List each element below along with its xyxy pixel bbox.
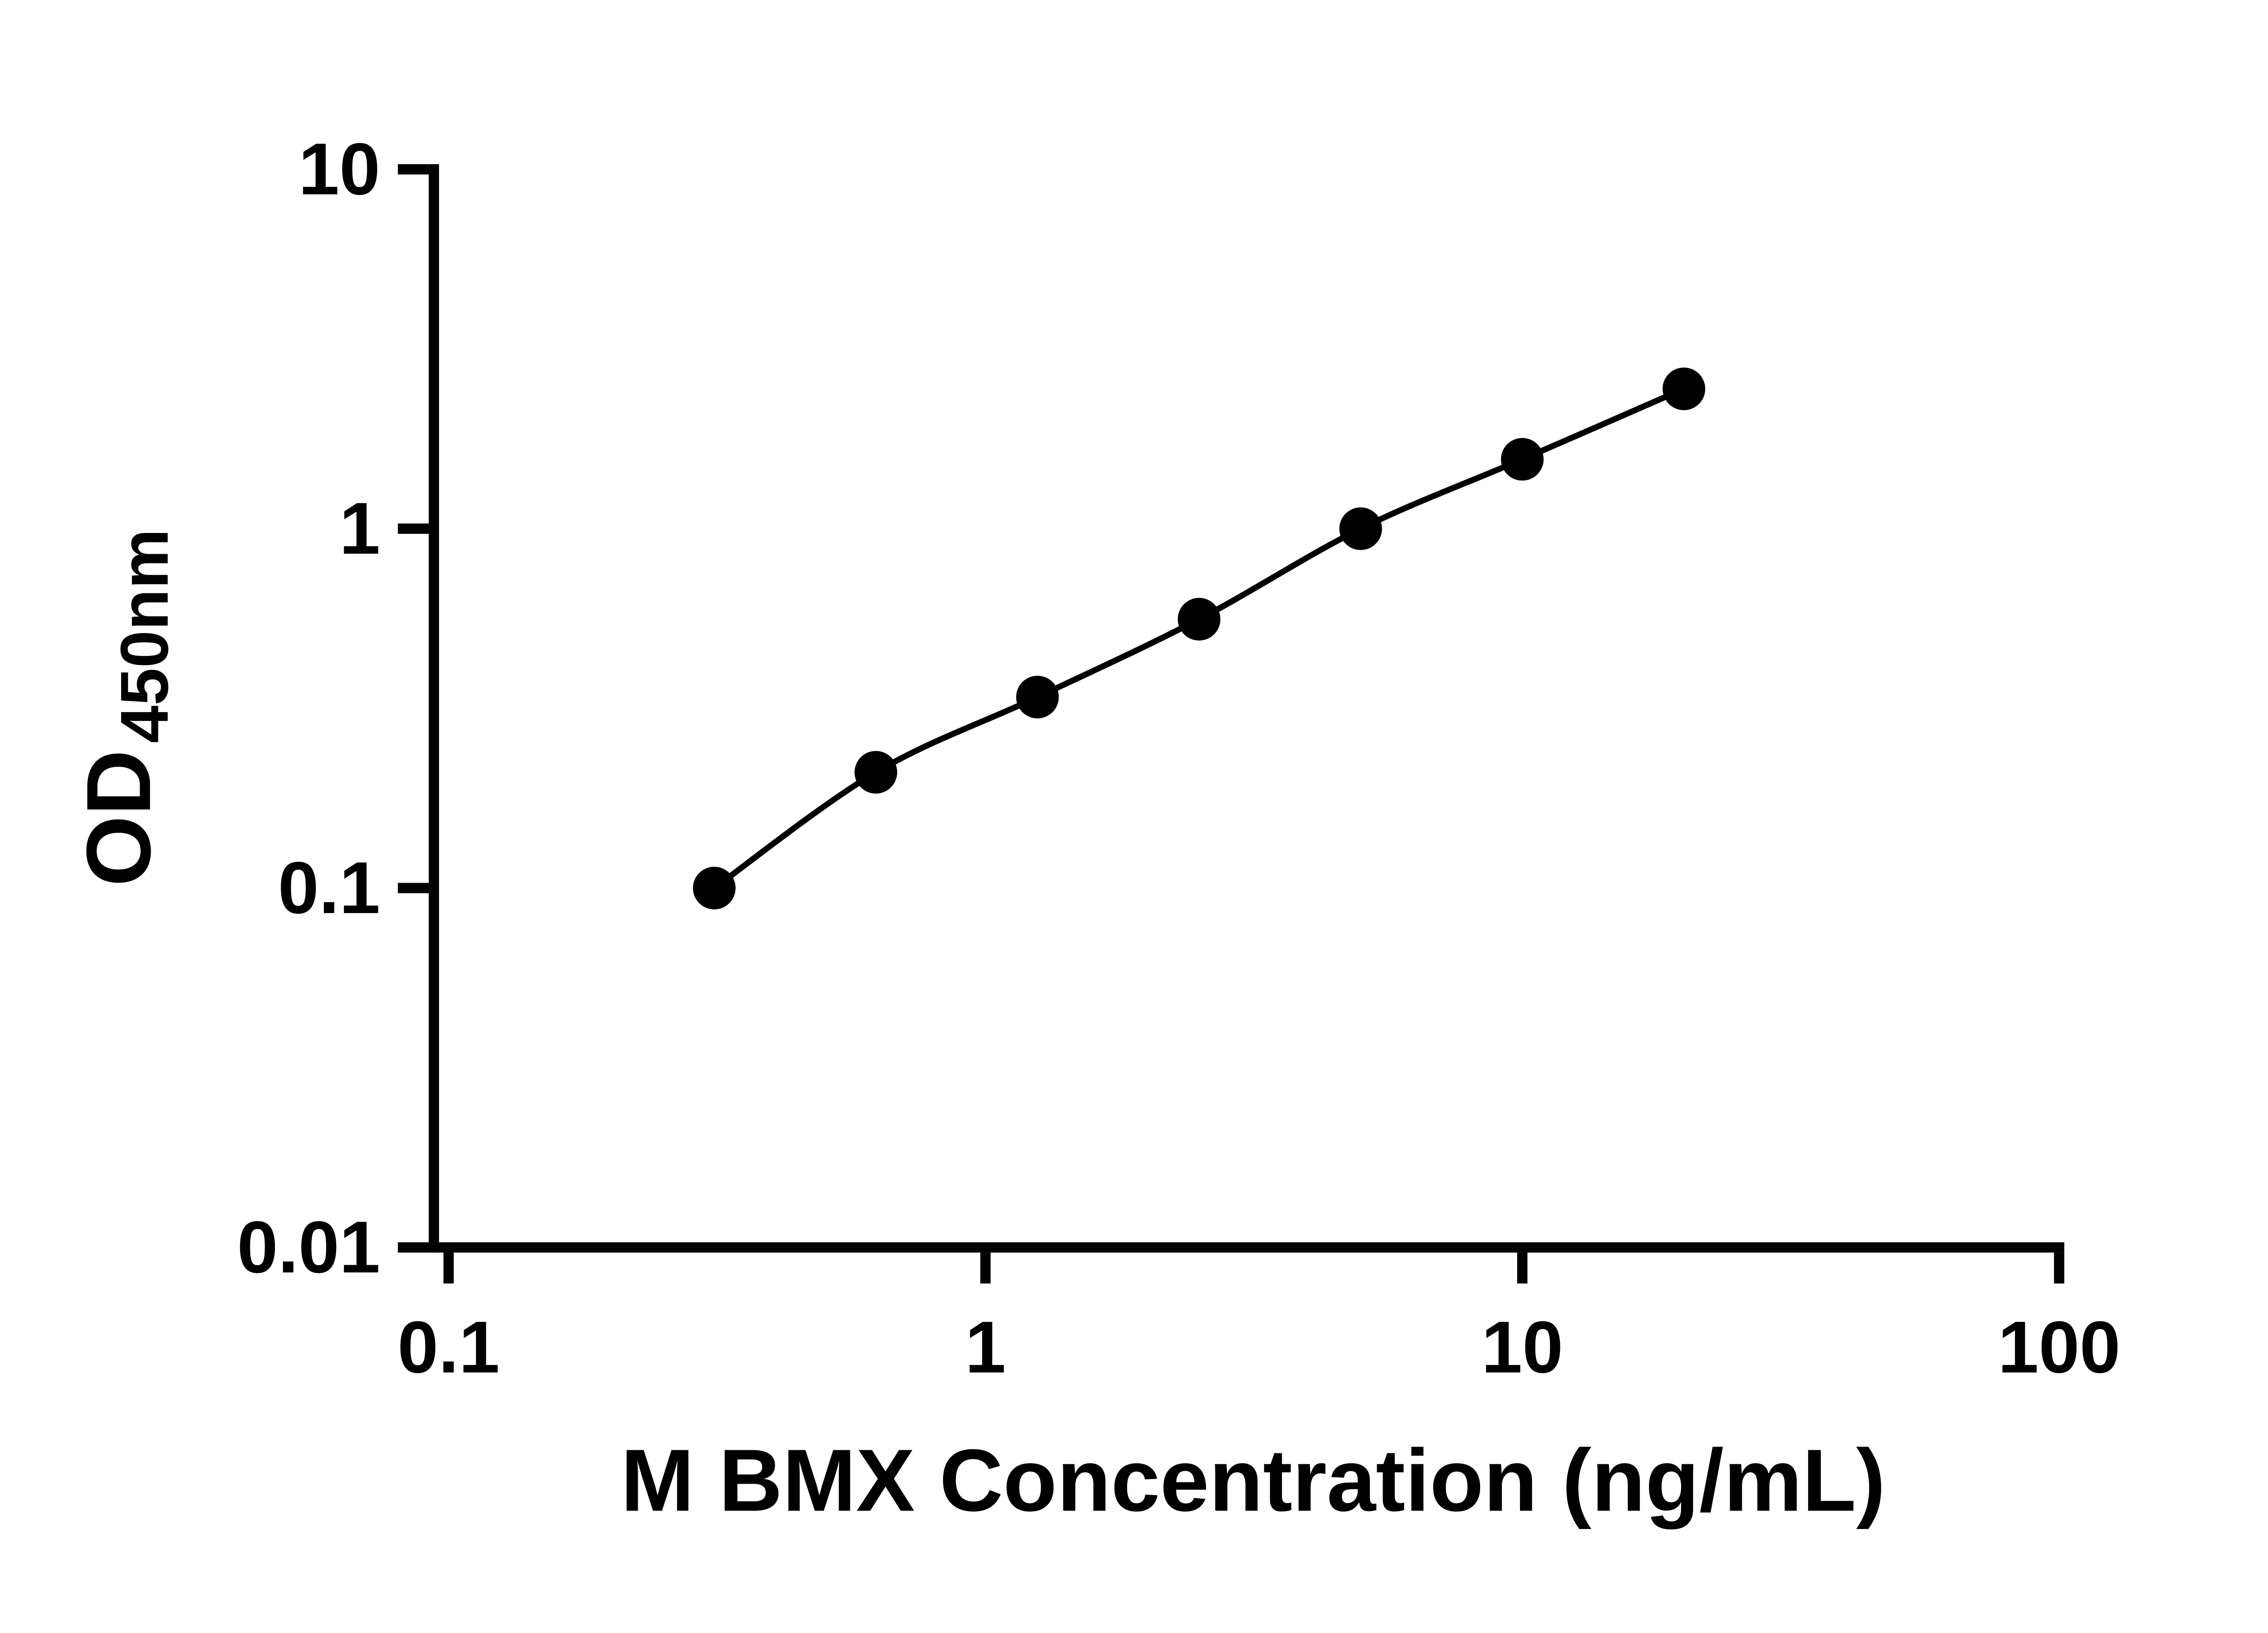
- y-axis-title-sub: 450nm: [107, 529, 182, 743]
- data-point: [854, 751, 897, 794]
- data-point: [693, 866, 736, 909]
- data-point: [1339, 507, 1382, 550]
- y-tick-label: 1: [339, 488, 380, 570]
- y-axis-title-main: OD: [68, 750, 170, 887]
- x-tick-label: 10: [1481, 1306, 1563, 1389]
- data-point: [1178, 598, 1221, 641]
- y-tick-label: 0.1: [278, 847, 380, 929]
- y-tick-label: 10: [298, 128, 380, 210]
- x-axis-title: M BMX Concentration (ng/mL): [621, 1431, 1886, 1530]
- data-point: [1016, 675, 1059, 719]
- data-point: [1662, 367, 1706, 411]
- x-tick-label: 0.1: [397, 1306, 499, 1389]
- x-tick-label: 100: [1998, 1306, 2120, 1389]
- x-tick-label: 1: [965, 1306, 1006, 1389]
- y-axis-title: OD 450nm: [68, 529, 182, 886]
- y-tick-label: 0.01: [237, 1206, 381, 1288]
- data-point: [1501, 438, 1544, 481]
